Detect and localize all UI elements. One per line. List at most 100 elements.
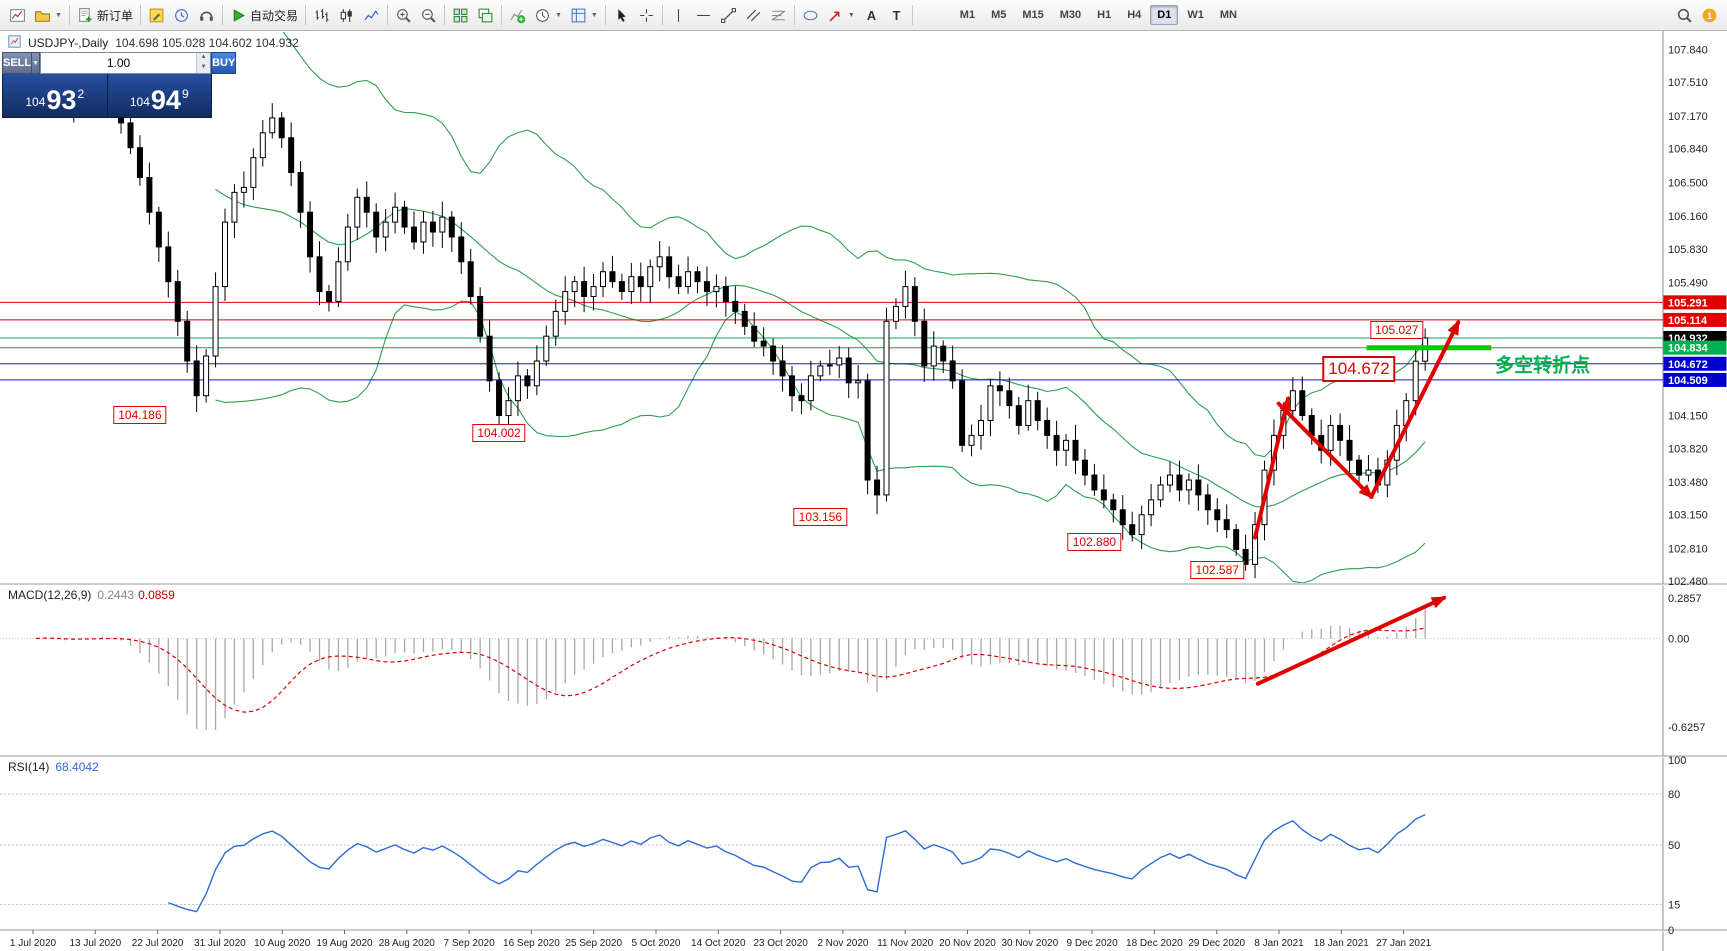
- price-annotation-102.880[interactable]: 102.880: [1067, 532, 1122, 551]
- autotrading-button[interactable]: 自动交易: [226, 3, 302, 27]
- shapes-icon[interactable]: [798, 3, 823, 27]
- buy-price[interactable]: 104 94 9: [129, 85, 189, 115]
- svg-text:0.2857: 0.2857: [1668, 593, 1702, 605]
- svg-text:25 Sep 2020: 25 Sep 2020: [565, 938, 622, 949]
- svg-text:107.840: 107.840: [1668, 45, 1708, 57]
- crosshair-icon[interactable]: [634, 3, 659, 27]
- price-annotation-104.672[interactable]: 104.672: [1322, 355, 1396, 382]
- price-annotation-104.002[interactable]: 104.002: [472, 424, 526, 443]
- timeframe-button-W1[interactable]: W1: [1187, 9, 1204, 21]
- timeframe-button-M15[interactable]: M15: [1022, 9, 1044, 21]
- search-icon[interactable]: [1672, 3, 1697, 27]
- community-icon[interactable]: 1: [1697, 3, 1722, 27]
- trade-panel-header: SELL ▼ ▲ ▼ BUY: [2, 52, 237, 74]
- svg-text:15: 15: [1668, 900, 1680, 912]
- add-indicator-icon[interactable]: [505, 3, 530, 27]
- price-annotation-104.186[interactable]: 104.186: [113, 405, 167, 424]
- buy-button[interactable]: BUY: [211, 52, 237, 74]
- svg-text:100: 100: [1668, 755, 1686, 767]
- timeframe-button-MN[interactable]: MN: [1219, 9, 1237, 21]
- volume-up-button[interactable]: ▲: [197, 53, 211, 63]
- svg-text:16 Sep 2020: 16 Sep 2020: [503, 938, 560, 949]
- zoom-in-icon[interactable]: [391, 3, 416, 27]
- svg-text:29 Dec 2020: 29 Dec 2020: [1188, 938, 1245, 949]
- volume-field: ▲ ▼: [40, 52, 212, 74]
- svg-text:19 Aug 2020: 19 Aug 2020: [316, 938, 373, 949]
- svg-text:105.291: 105.291: [1668, 297, 1708, 309]
- svg-text:7 Sep 2020: 7 Sep 2020: [444, 938, 496, 949]
- svg-text:23 Oct 2020: 23 Oct 2020: [753, 938, 808, 949]
- templates-icon[interactable]: ▼: [566, 3, 602, 27]
- arrows-tool-icon[interactable]: ▼: [823, 3, 859, 27]
- text-label-icon[interactable]: T: [884, 3, 909, 27]
- horizontal-line-icon[interactable]: [691, 3, 716, 27]
- svg-text:5 Oct 2020: 5 Oct 2020: [632, 938, 681, 949]
- toolbar-separator: [793, 5, 795, 25]
- fibonacci-icon[interactable]: [766, 3, 791, 27]
- text-icon[interactable]: A: [859, 3, 884, 27]
- toolbar-separator: [443, 5, 445, 25]
- timeframe-button-M30[interactable]: M30: [1059, 9, 1082, 21]
- timeframe-button-D1[interactable]: D1: [1150, 5, 1179, 25]
- toolbar-separator: [139, 5, 141, 25]
- autotrading-label: 自动交易: [249, 8, 298, 23]
- metaeditor-icon[interactable]: [144, 3, 169, 27]
- svg-text:T: T: [892, 7, 900, 22]
- svg-text:104.672: 104.672: [1668, 359, 1708, 371]
- toolbar-separator: [304, 5, 306, 25]
- chart-ohlc-values: 104.698 105.028 104.602 104.932: [115, 36, 299, 50]
- toolbar-separator: [386, 5, 388, 25]
- equidistant-channel-icon[interactable]: [741, 3, 766, 27]
- timeframe-button-H4[interactable]: H4: [1127, 9, 1142, 21]
- zoom-out-icon[interactable]: [416, 3, 441, 27]
- bar-chart-icon[interactable]: [309, 3, 334, 27]
- order-type-dropdown[interactable]: ▼: [32, 52, 41, 74]
- svg-text:102.480: 102.480: [1668, 576, 1708, 588]
- turning-point-annotation[interactable]: 多空转折点: [1495, 355, 1591, 377]
- price-annotation-102.587[interactable]: 102.587: [1190, 561, 1244, 580]
- svg-text:31 Jul 2020: 31 Jul 2020: [194, 938, 246, 949]
- volume-down-button[interactable]: ▼: [197, 63, 211, 73]
- macd-main-value: 0.2443: [97, 588, 135, 602]
- volume-spinner: ▲ ▼: [196, 53, 211, 73]
- trendline-icon[interactable]: [716, 3, 741, 27]
- svg-text:102.810: 102.810: [1668, 543, 1708, 555]
- new-chart-icon[interactable]: [5, 3, 30, 27]
- svg-text:103.820: 103.820: [1668, 443, 1708, 455]
- market-watch-icon[interactable]: [169, 3, 194, 27]
- new-order-label: 新订单: [96, 8, 133, 23]
- timeframe-button-M1[interactable]: M1: [959, 9, 976, 21]
- svg-text:104.150: 104.150: [1668, 411, 1708, 423]
- vertical-line-icon[interactable]: [666, 3, 691, 27]
- cascade-windows-icon[interactable]: [473, 3, 498, 27]
- svg-text:107.170: 107.170: [1668, 111, 1708, 123]
- cursor-icon[interactable]: [609, 3, 634, 27]
- profiles-icon[interactable]: ▼: [30, 3, 66, 27]
- timeframe-button-H1[interactable]: H1: [1097, 9, 1112, 21]
- tile-windows-icon[interactable]: [448, 3, 473, 27]
- svg-text:13 Jul 2020: 13 Jul 2020: [69, 938, 121, 949]
- price-annotation-103.156[interactable]: 103.156: [793, 507, 848, 526]
- headset-icon[interactable]: [194, 3, 219, 27]
- sell-button[interactable]: SELL: [2, 52, 33, 74]
- sell-price[interactable]: 104 93 2: [3, 74, 108, 117]
- periods-icon[interactable]: ▼: [530, 3, 566, 27]
- one-click-trading-panel: SELL ▼ ▲ ▼ BUY 104 93 2 104 94 9: [2, 52, 237, 118]
- candle-chart-icon[interactable]: [334, 3, 359, 27]
- svg-text:106.160: 106.160: [1668, 211, 1708, 223]
- timeframe-button-M5[interactable]: M5: [991, 9, 1007, 21]
- volume-input[interactable]: [41, 53, 197, 73]
- chevron-down-icon: ▼: [55, 11, 62, 19]
- svg-text:11 Nov 2020: 11 Nov 2020: [877, 938, 933, 949]
- new-order-button[interactable]: 新订单: [73, 3, 137, 27]
- svg-text:27 Jan 2021: 27 Jan 2021: [1376, 938, 1431, 949]
- line-chart-icon[interactable]: [359, 3, 384, 27]
- chart-tab-icon: [8, 35, 21, 51]
- svg-text:18 Dec 2020: 18 Dec 2020: [1126, 938, 1183, 949]
- chart-symbol-period: USDJPY-,Daily: [28, 36, 109, 50]
- price-annotation-105.027[interactable]: 105.027: [1370, 321, 1424, 340]
- toolbar-separator: [911, 5, 913, 25]
- toolbar-separator: [221, 5, 223, 25]
